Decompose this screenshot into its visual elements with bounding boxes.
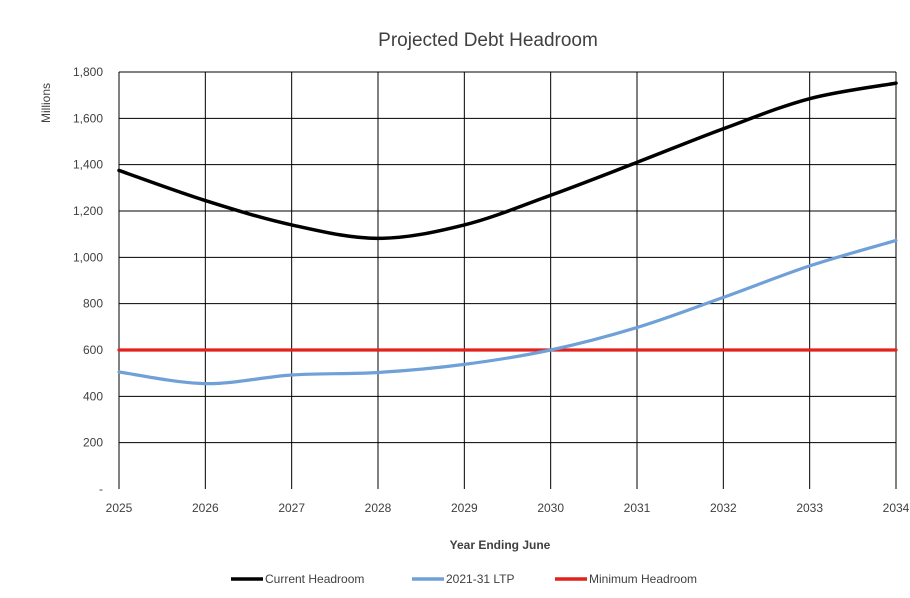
x-tick-labels: 2025 2026 2027 2028 2029 2030 2031 2032 2033 2034 bbox=[106, 501, 910, 515]
x-axis-title: Year Ending June bbox=[450, 538, 551, 552]
y-tick-label: 600 bbox=[83, 343, 103, 357]
y-tick-label: 800 bbox=[83, 297, 103, 311]
x-tick-label: 2034 bbox=[883, 501, 910, 515]
y-tick-label: 1,600 bbox=[73, 111, 103, 125]
y-tick-label: 1,000 bbox=[73, 250, 103, 264]
x-tick-label: 2033 bbox=[796, 501, 823, 515]
x-tick-label: 2031 bbox=[624, 501, 651, 515]
x-tick-label: 2027 bbox=[278, 501, 305, 515]
y-tick-label: 200 bbox=[83, 436, 103, 450]
legend-label: 2021-31 LTP bbox=[446, 572, 515, 586]
y-tick-label: 400 bbox=[83, 389, 103, 403]
y-tick-label: 1,800 bbox=[73, 65, 103, 79]
y-tick-label: 1,400 bbox=[73, 158, 103, 172]
y-tick-label: - bbox=[99, 482, 103, 496]
chart-title: Projected Debt Headroom bbox=[378, 30, 598, 51]
legend: Current Headroom 2021-31 LTP Minimum Headr… bbox=[231, 572, 697, 586]
series-lines bbox=[117, 81, 898, 386]
grid-lines bbox=[118, 71, 897, 489]
x-tick-label: 2029 bbox=[451, 501, 478, 515]
y-tick-labels: - 200 400 600 800 1,000 1,200 1,400 1,600 1,800 bbox=[73, 65, 103, 496]
series-line bbox=[117, 81, 898, 241]
x-tick-label: 2026 bbox=[192, 501, 219, 515]
legend-label: Minimum Headroom bbox=[589, 572, 697, 586]
x-tick-label: 2025 bbox=[106, 501, 133, 515]
y-axis-title: Millions bbox=[39, 83, 53, 123]
legend-label: Current Headroom bbox=[265, 572, 364, 586]
x-tick-label: 2028 bbox=[365, 501, 392, 515]
y-tick-label: 1,200 bbox=[73, 204, 103, 218]
x-tick-label: 2030 bbox=[537, 501, 564, 515]
series-line bbox=[117, 238, 898, 386]
x-tick-label: 2032 bbox=[710, 501, 737, 515]
